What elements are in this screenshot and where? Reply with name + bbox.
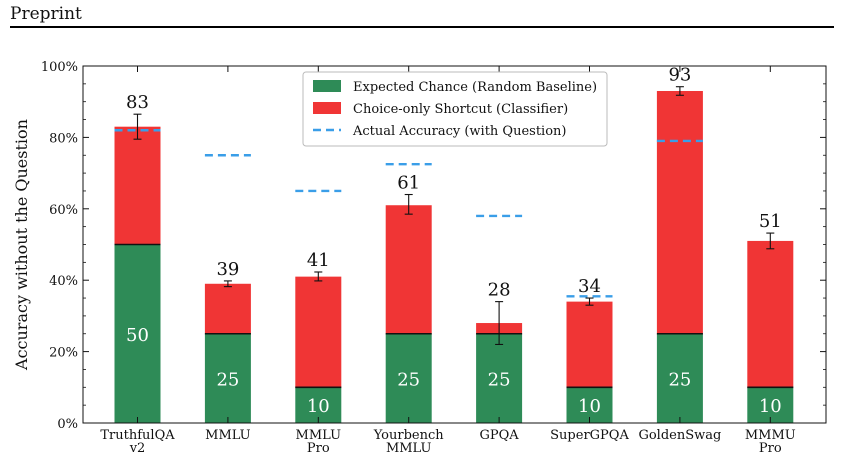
chance-label-4: 25 bbox=[488, 369, 511, 390]
total-label-4: 28 bbox=[488, 280, 511, 301]
y-tick-label-3: 60% bbox=[49, 203, 78, 218]
x-tick-label-5-0: SuperGPQA bbox=[550, 428, 629, 443]
x-tick-label-0-1: v2 bbox=[129, 441, 146, 456]
y-axis-label: Accuracy without the Question bbox=[12, 119, 31, 371]
legend-swatch-0 bbox=[313, 80, 341, 92]
legend-swatch-1 bbox=[313, 102, 341, 114]
x-tick-label-4-0: GPQA bbox=[480, 428, 520, 443]
total-label-5: 34 bbox=[578, 276, 601, 297]
total-label-3: 61 bbox=[397, 173, 420, 194]
legend-label-1: Choice-only Shortcut (Classifier) bbox=[353, 102, 568, 117]
y-tick-label-2: 40% bbox=[49, 274, 78, 289]
chance-label-3: 25 bbox=[397, 369, 420, 390]
chance-bar-0 bbox=[114, 244, 161, 423]
chance-label-1: 25 bbox=[216, 369, 239, 390]
total-label-6: 93 bbox=[668, 65, 691, 86]
total-label-7: 51 bbox=[759, 211, 782, 232]
shortcut-bar-3 bbox=[385, 205, 432, 334]
shortcut-bar-2 bbox=[295, 276, 342, 388]
y-tick-label-4: 80% bbox=[49, 131, 78, 146]
chance-bar-6 bbox=[656, 333, 703, 423]
x-tick-label-2-1: Pro bbox=[307, 441, 330, 456]
x-tick-label-7-1: Pro bbox=[759, 441, 782, 456]
legend-label-0: Expected Chance (Random Baseline) bbox=[353, 80, 597, 95]
page-header: Preprint bbox=[10, 4, 82, 24]
header-rule bbox=[10, 26, 834, 28]
legend-box bbox=[302, 71, 608, 147]
shortcut-bar-5 bbox=[566, 301, 613, 388]
x-tick-label-0-0: TruthfulQA bbox=[100, 428, 175, 443]
x-tick-label-2-0: MMLU bbox=[296, 428, 342, 443]
chance-bar-1 bbox=[204, 333, 251, 423]
chance-label-7: 10 bbox=[759, 396, 782, 417]
y-tick-label-1: 20% bbox=[49, 346, 78, 361]
x-tick-label-7-0: MMMU bbox=[745, 428, 796, 443]
chance-bar-4 bbox=[476, 333, 523, 423]
x-tick-label-6-0: GoldenSwag bbox=[638, 428, 721, 443]
shortcut-bar-6 bbox=[656, 90, 703, 334]
total-label-0: 83 bbox=[126, 92, 149, 113]
chance-label-6: 25 bbox=[668, 369, 691, 390]
x-tick-label-3-1: MMLU bbox=[386, 441, 432, 456]
total-label-2: 41 bbox=[307, 250, 330, 271]
x-tick-label-1-0: MMLU bbox=[205, 428, 251, 443]
legend-label-2: Actual Accuracy (with Question) bbox=[352, 124, 566, 139]
total-label-1: 39 bbox=[216, 259, 239, 280]
shortcut-bar-7 bbox=[747, 240, 794, 388]
chance-label-5: 10 bbox=[578, 396, 601, 417]
shortcut-bar-0 bbox=[114, 126, 161, 245]
chance-label-2: 10 bbox=[307, 396, 330, 417]
y-tick-label-5: 100% bbox=[41, 60, 78, 75]
x-tick-label-3-0: Yourbench bbox=[373, 428, 445, 443]
y-tick-label-0: 0% bbox=[57, 417, 78, 432]
shortcut-bar-1 bbox=[204, 283, 251, 334]
chance-bar-3 bbox=[385, 333, 432, 423]
chance-label-0: 50 bbox=[126, 325, 149, 346]
